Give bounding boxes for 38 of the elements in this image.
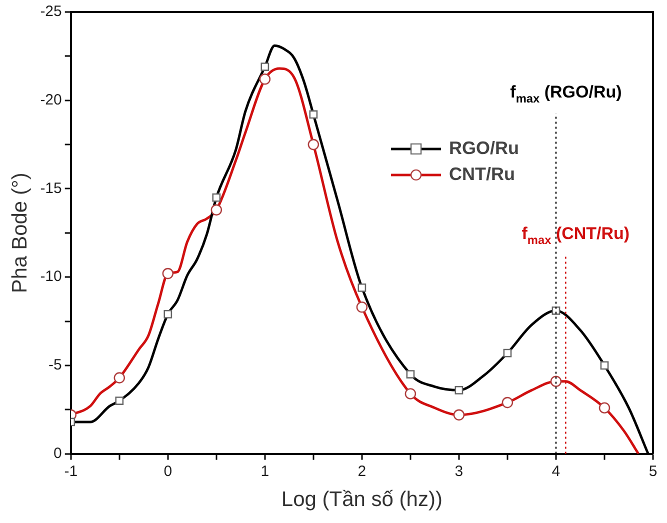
legend-label: RGO/Ru [449,138,520,158]
point [600,361,609,370]
point [212,193,221,202]
y-tick-label: -25 [40,3,62,20]
point [550,376,562,387]
y-tick-label: 0 [54,444,62,462]
point [404,388,416,400]
x-tick-label: 0 [164,462,172,480]
point [210,204,222,216]
y-axis-title: Pha Bode (°) [8,172,32,294]
point [358,283,366,292]
x-tick-label: 1 [260,462,270,480]
x-tick-label: -1 [64,462,78,480]
point [162,268,174,280]
point [114,372,126,384]
x-axis-title: Log (Tần số (hz)) [281,488,442,512]
point [598,402,610,414]
point [308,138,320,150]
point [260,62,270,71]
point [503,348,512,358]
x-tick-label: 5 [648,462,658,480]
point [453,409,465,421]
point [259,74,271,85]
x-tick-label: 3 [454,462,464,480]
x-tick-label: 2 [358,462,366,480]
point [454,386,464,394]
point [115,396,124,405]
y-tick-label: -20 [40,92,62,108]
point [406,370,415,378]
y-tick-label: -10 [40,268,62,286]
y-tick-label: -15 [40,180,62,197]
legend-label: CNT/Ru [449,164,516,184]
y-tick-label: -5 [48,356,62,374]
point [502,396,514,408]
point [356,301,368,313]
point [309,110,318,119]
point [164,310,172,318]
x-tick-label: 4 [552,462,560,480]
